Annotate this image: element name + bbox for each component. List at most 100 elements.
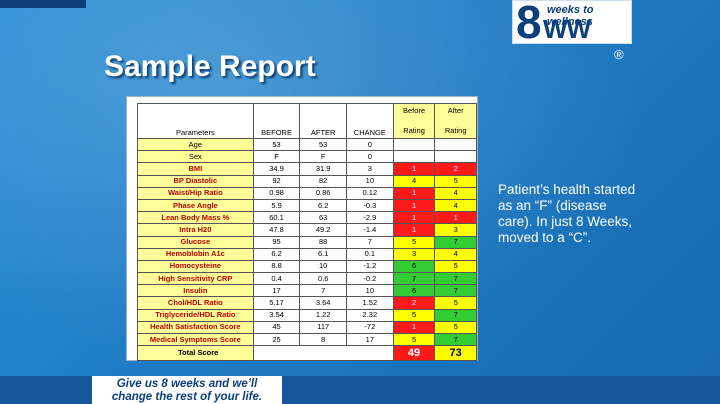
param-cell: Homocysteine <box>137 259 254 274</box>
before-cell: 5.17 <box>252 296 301 310</box>
before-rating-cell: 5 <box>392 308 436 322</box>
change-cell: -72 <box>345 320 394 335</box>
param-cell: High Sensitivity CRP <box>137 272 254 286</box>
header-parameters: Parameters <box>137 103 254 139</box>
after-cell: 63 <box>299 211 347 225</box>
param-cell: Medical Symptoms Score <box>137 332 254 347</box>
change-cell: 17 <box>345 332 394 347</box>
change-cell: 0.1 <box>345 247 394 261</box>
total-blank-change <box>346 345 394 362</box>
change-cell: -1.2 <box>345 259 394 274</box>
report-table-panel: Parameters BEFORE AFTER CHANGE Before Ra… <box>126 96 478 362</box>
after-cell: 1.22 <box>299 308 347 322</box>
after-rating-cell: 7 <box>434 308 477 322</box>
brand-logo: 8 weeks to wellness WW <box>512 0 632 48</box>
table-header-row: Parameters BEFORE AFTER CHANGE Before Ra… <box>137 103 477 139</box>
param-cell: Phase Angle <box>137 198 254 213</box>
param-cell: Age <box>137 137 254 152</box>
header-after: AFTER <box>299 103 347 139</box>
table-row: Intra H20 47.8 49.2 -1.4 1 3 <box>137 223 477 237</box>
total-blank-after <box>299 345 347 362</box>
total-after-rating: 73 <box>434 345 477 362</box>
after-rating-cell: 1 <box>434 211 477 225</box>
before-cell: 25 <box>252 332 301 347</box>
logo-letters: WW <box>543 14 591 44</box>
change-cell: 0.12 <box>345 186 394 200</box>
before-cell: 47.8 <box>252 223 301 237</box>
before-cell: 60.1 <box>252 211 301 225</box>
param-cell: Waist/Hip Ratio <box>137 186 254 200</box>
after-rating-cell: 5 <box>434 296 477 310</box>
registered-mark: ® <box>614 47 624 62</box>
table-row: Hemoblobin A1c 6.2 6.1 0.1 3 4 <box>137 247 477 261</box>
param-cell: BP Diastolic <box>137 174 254 188</box>
patient-note: Patient’s health started as an “F” (dise… <box>498 182 636 245</box>
before-rating-cell: 1 <box>392 320 436 335</box>
table-row: Medical Symptoms Score 25 8 17 5 7 <box>137 332 477 347</box>
change-cell: 7 <box>345 235 394 249</box>
total-score-row: Total Score 49 73 <box>137 345 477 362</box>
table-row: Chol/HDL Ratio 5.17 3.64 1.52 2 5 <box>137 296 477 310</box>
table-row: Waist/Hip Ratio 0.98 0.86 0.12 1 4 <box>137 186 477 200</box>
before-rating-cell: 1 <box>392 211 436 225</box>
change-cell: 0 <box>345 150 394 164</box>
tagline-line-1: Give us 8 weeks and we’ll <box>116 378 258 390</box>
table-row: BP Diastolic 92 82 10 4 5 <box>137 174 477 188</box>
param-cell: Glucose <box>137 235 254 249</box>
change-cell: -0.3 <box>345 198 394 213</box>
header-before-rating-line2: Rating <box>403 126 425 135</box>
slide-title: Sample Report <box>104 50 316 83</box>
before-cell: 5.9 <box>252 198 301 213</box>
change-cell: 10 <box>345 174 394 188</box>
table-row: Sex F F 0 <box>137 150 477 164</box>
before-rating-cell: 1 <box>392 186 436 200</box>
header-after-rating: After Rating <box>434 103 477 139</box>
table-row: Age 53 53 0 <box>137 137 477 152</box>
before-cell: 0.98 <box>252 186 301 200</box>
before-cell: 17 <box>252 284 301 298</box>
before-cell: 0.4 <box>252 272 301 286</box>
after-cell: 53 <box>299 137 347 152</box>
before-cell: 53 <box>252 137 301 152</box>
before-cell: 92 <box>252 174 301 188</box>
after-rating-cell: 4 <box>434 198 477 213</box>
change-cell: 2.32 <box>345 308 394 322</box>
tagline-line-2: change the rest of your life. <box>111 391 263 403</box>
header-after-rating-line2: Rating <box>444 126 467 135</box>
table-row: Health Satisfaction Score 45 117 -72 1 5 <box>137 320 477 335</box>
change-cell: 10 <box>345 284 394 298</box>
after-cell: 6.1 <box>299 247 347 261</box>
param-cell: Health Satisfaction Score <box>137 320 254 335</box>
after-rating-cell: 7 <box>434 272 477 286</box>
before-rating-cell: 6 <box>392 284 436 298</box>
after-rating-cell: 3 <box>434 223 477 237</box>
change-cell: -0.2 <box>345 272 394 286</box>
before-rating-cell: 7 <box>392 272 436 286</box>
change-cell: 0 <box>345 137 394 152</box>
before-rating-cell: 1 <box>392 198 436 213</box>
before-cell: 3.54 <box>252 308 301 322</box>
total-before-rating: 49 <box>392 345 436 362</box>
after-rating-cell <box>434 150 477 164</box>
param-cell: Triglyceride/HDL Ratio <box>137 308 254 322</box>
change-cell: -1.4 <box>345 223 394 237</box>
after-rating-cell: 5 <box>434 174 477 188</box>
before-cell: 34.9 <box>252 162 301 176</box>
table-body: Age 53 53 0 Sex F F 0 BMI 34.9 31.9 3 1 2 BP Diastolic… <box>137 137 477 347</box>
logo-number: 8 <box>516 0 542 48</box>
param-cell: Lean Body Mass % <box>137 211 254 225</box>
header-change: CHANGE <box>345 103 394 139</box>
header-before-rating: Before Rating <box>392 103 436 139</box>
table-row: Homocysteine 8.8 10 -1.2 6 5 <box>137 259 477 274</box>
table-row: Insulin 17 7 10 6 7 <box>137 284 477 298</box>
after-cell: 10 <box>299 259 347 274</box>
param-cell: Sex <box>137 150 254 164</box>
after-cell: 117 <box>299 320 347 335</box>
after-cell: 0.86 <box>299 186 347 200</box>
after-cell: 7 <box>299 284 347 298</box>
after-rating-cell: 7 <box>434 284 477 298</box>
after-cell: F <box>299 150 347 164</box>
after-cell: 0.6 <box>299 272 347 286</box>
after-rating-cell: 4 <box>434 247 477 261</box>
after-rating-cell: 4 <box>434 186 477 200</box>
